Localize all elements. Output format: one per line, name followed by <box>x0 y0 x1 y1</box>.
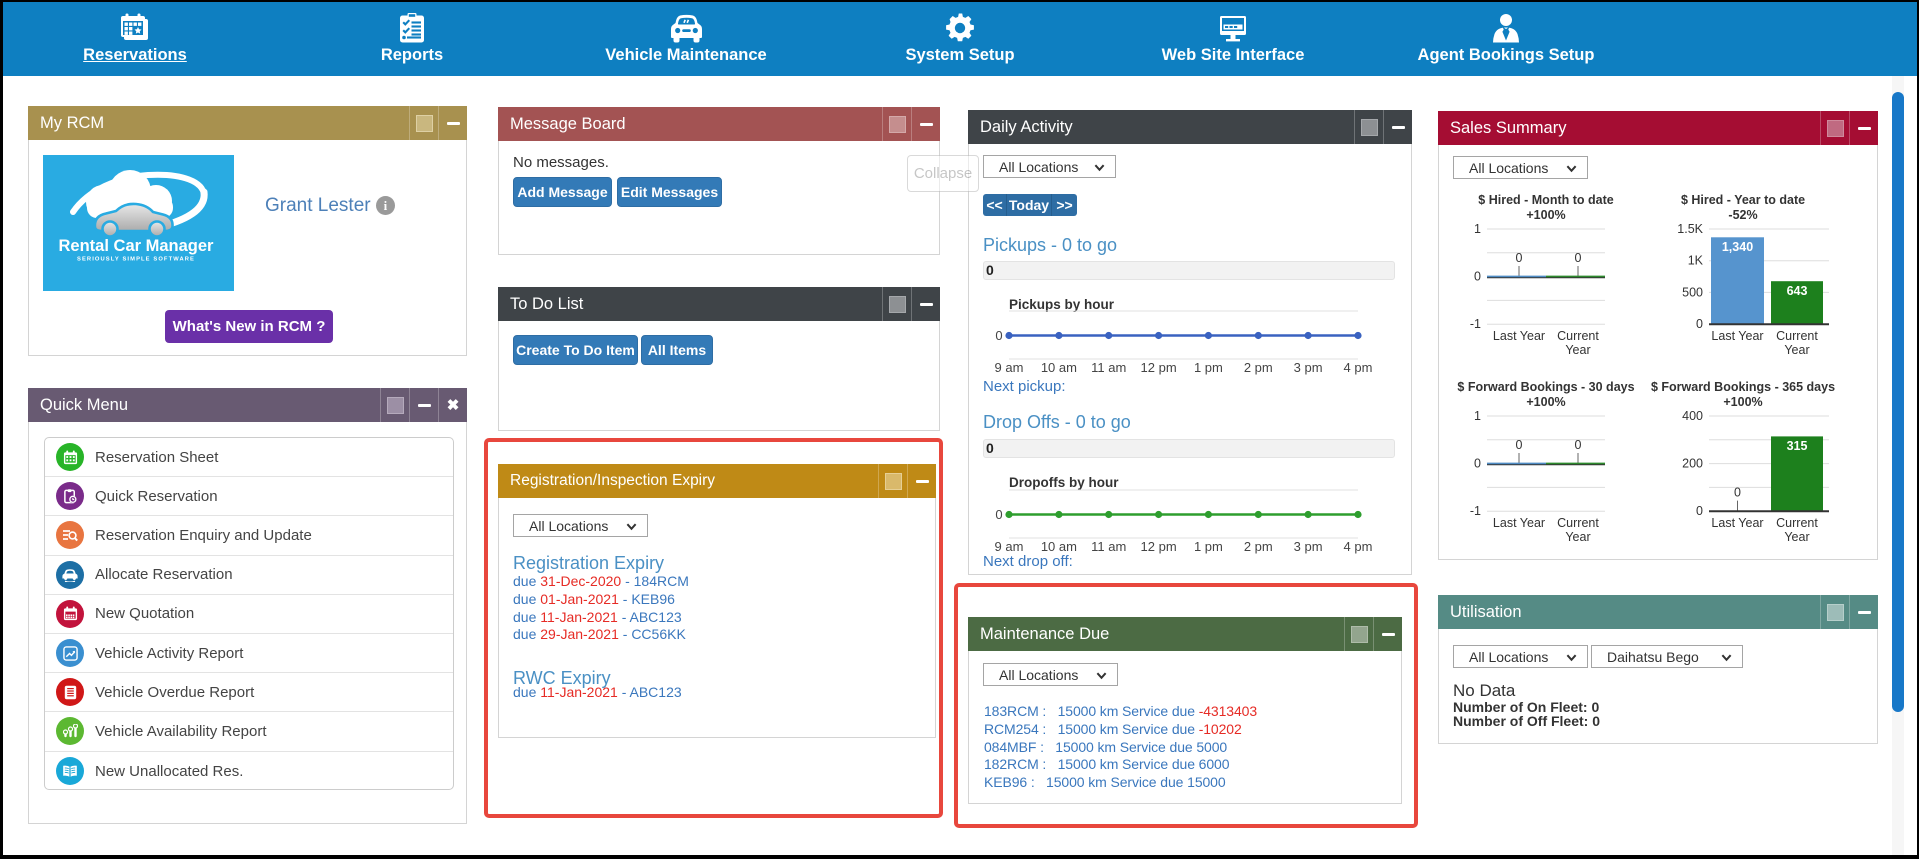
svg-text:0: 0 <box>1575 438 1582 452</box>
svg-text:0: 0 <box>1474 457 1481 471</box>
svg-text:Current: Current <box>1776 329 1818 343</box>
svg-text:$ Hired - Month to date: $ Hired - Month to date <box>1478 193 1613 207</box>
svg-text:1,340: 1,340 <box>1722 240 1753 254</box>
svg-text:+100%: +100% <box>1723 395 1762 409</box>
svg-text:1 pm: 1 pm <box>1194 539 1223 554</box>
svg-text:Current: Current <box>1557 516 1599 530</box>
svg-text:400: 400 <box>1682 409 1703 423</box>
svg-text:-1: -1 <box>1470 504 1481 518</box>
svg-text:$ Hired - Year to date: $ Hired - Year to date <box>1681 193 1805 207</box>
svg-text:1: 1 <box>1474 409 1481 423</box>
svg-text:0: 0 <box>1474 270 1481 284</box>
svg-text:3 pm: 3 pm <box>1294 360 1323 375</box>
svg-text:Year: Year <box>1784 530 1809 544</box>
svg-text:$ Forward Bookings - 365 days: $ Forward Bookings - 365 days <box>1651 380 1835 394</box>
svg-text:10 am: 10 am <box>1041 539 1077 554</box>
svg-text:0: 0 <box>1696 317 1703 331</box>
svg-text:11 am: 11 am <box>1091 539 1126 554</box>
svg-text:1K: 1K <box>1688 254 1704 268</box>
svg-text:11 am: 11 am <box>1091 360 1126 375</box>
svg-text:4 pm: 4 pm <box>1344 360 1373 375</box>
svg-text:4 pm: 4 pm <box>1344 539 1373 554</box>
svg-text:500: 500 <box>1682 285 1703 299</box>
svg-text:0: 0 <box>1516 251 1523 265</box>
svg-text:Rental Car Manager: Rental Car Manager <box>59 237 215 255</box>
svg-text:Year: Year <box>1565 530 1590 544</box>
svg-text:1.5K: 1.5K <box>1677 222 1703 236</box>
svg-text:-1: -1 <box>1470 317 1481 331</box>
svg-text:2 pm: 2 pm <box>1244 539 1273 554</box>
svg-text:643: 643 <box>1787 284 1808 298</box>
svg-text:3 pm: 3 pm <box>1294 539 1323 554</box>
svg-text:-52%: -52% <box>1728 208 1757 222</box>
svg-text:0: 0 <box>1575 251 1582 265</box>
svg-text:0: 0 <box>995 328 1002 343</box>
svg-text:315: 315 <box>1787 439 1808 453</box>
svg-text:1: 1 <box>1474 222 1481 236</box>
svg-text:Year: Year <box>1565 343 1590 357</box>
svg-text:SERIOUSLY SIMPLE SOFTWARE: SERIOUSLY SIMPLE SOFTWARE <box>77 257 195 263</box>
svg-text:Last Year: Last Year <box>1493 329 1545 343</box>
svg-text:10 am: 10 am <box>1041 360 1077 375</box>
svg-text:9 am: 9 am <box>995 539 1024 554</box>
svg-text:Current: Current <box>1557 329 1599 343</box>
svg-text:1 pm: 1 pm <box>1194 360 1223 375</box>
svg-text:9 am: 9 am <box>995 360 1024 375</box>
svg-text:2 pm: 2 pm <box>1244 360 1273 375</box>
svg-text:Last Year: Last Year <box>1711 329 1763 343</box>
svg-text:12 pm: 12 pm <box>1141 539 1177 554</box>
svg-text:$ Forward Bookings - 30 days: $ Forward Bookings - 30 days <box>1457 380 1634 394</box>
svg-text:+100%: +100% <box>1526 395 1565 409</box>
svg-text:Last Year: Last Year <box>1711 516 1763 530</box>
svg-text:Year: Year <box>1784 343 1809 357</box>
svg-text:0: 0 <box>1696 504 1703 518</box>
svg-text:200: 200 <box>1682 457 1703 471</box>
svg-text:+100%: +100% <box>1526 208 1565 222</box>
svg-text:0: 0 <box>1516 438 1523 452</box>
svg-text:12 pm: 12 pm <box>1141 360 1177 375</box>
svg-text:Current: Current <box>1776 516 1818 530</box>
svg-text:0: 0 <box>1734 486 1741 500</box>
svg-text:Last Year: Last Year <box>1493 516 1545 530</box>
svg-text:0: 0 <box>995 507 1002 522</box>
